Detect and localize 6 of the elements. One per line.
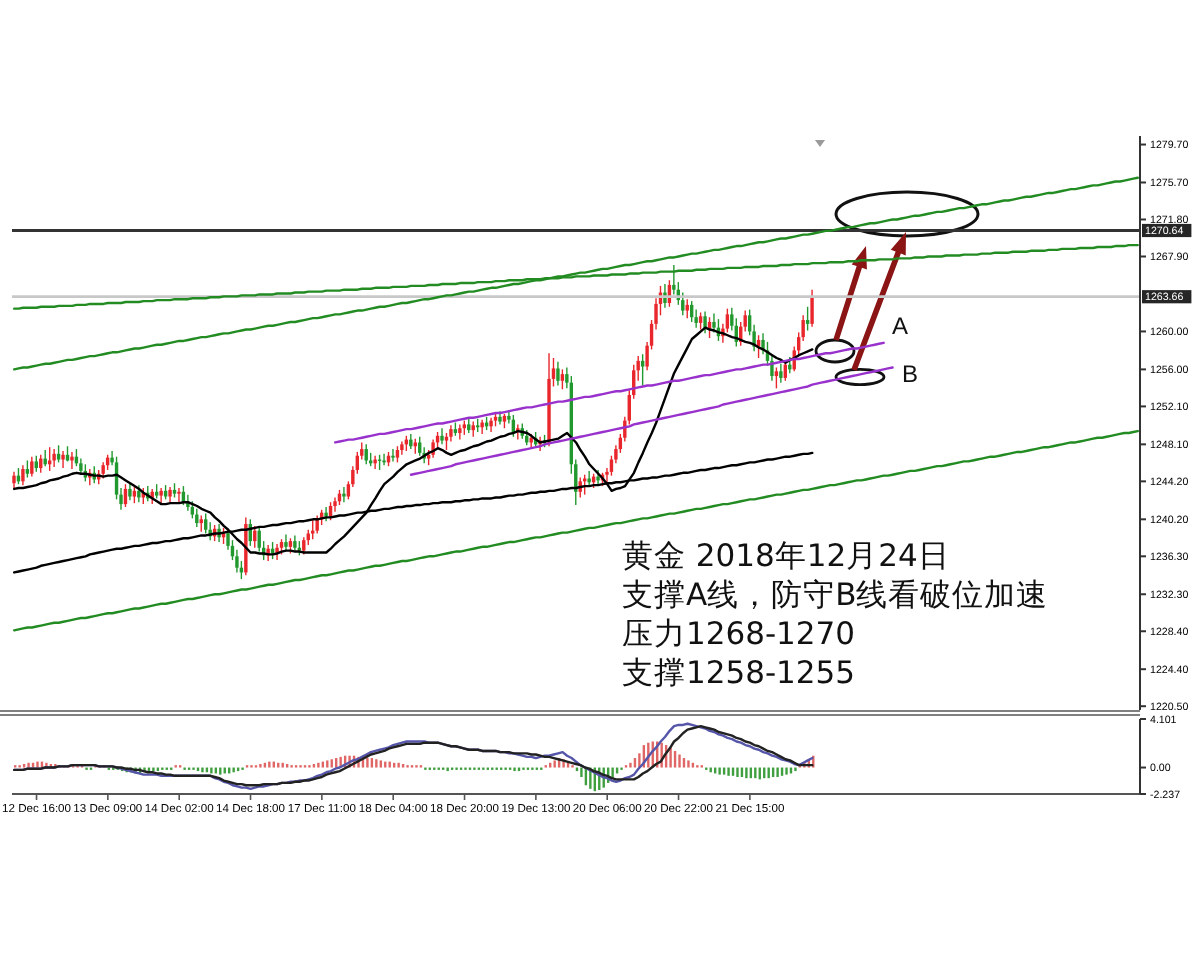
annotation: 黄金 2018年12月24日 (622, 538, 950, 574)
annotation: 压力1268-1270 (622, 616, 855, 652)
annotation: 支撑1258-1255 (622, 655, 855, 691)
annotation: 支撑A线，防守B线看破位加速 (622, 577, 1049, 613)
annotation: B (901, 360, 919, 388)
annotation: A (891, 312, 909, 340)
